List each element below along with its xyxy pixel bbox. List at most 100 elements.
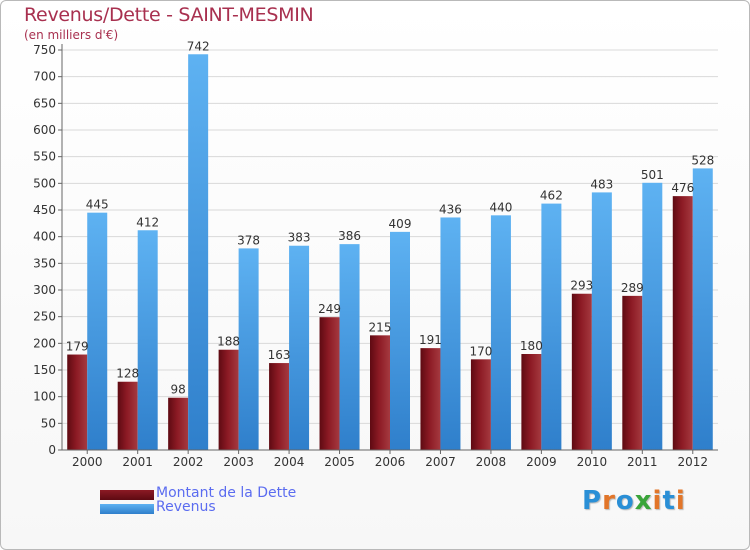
x-tick-label: 2009 xyxy=(526,455,557,469)
data-label-revenue: 445 xyxy=(86,198,109,212)
y-tick-label: 600 xyxy=(33,123,56,137)
bar-debt xyxy=(168,397,189,450)
data-label-debt: 289 xyxy=(621,281,644,295)
data-label-revenue: 412 xyxy=(136,215,159,229)
data-label-revenue: 528 xyxy=(691,153,714,167)
logo-letter: i xyxy=(675,486,686,516)
data-label-revenue: 383 xyxy=(288,231,311,245)
data-label-revenue: 378 xyxy=(237,233,260,247)
bar-revenue xyxy=(390,231,410,450)
logo-letter: P xyxy=(582,486,603,516)
y-tick-label: 200 xyxy=(33,336,56,350)
data-label-debt: 188 xyxy=(217,335,240,349)
y-tick-label: 750 xyxy=(33,43,56,57)
bar-revenue xyxy=(137,230,158,450)
data-label-revenue: 386 xyxy=(338,229,361,243)
x-tick-label: 2010 xyxy=(577,455,608,469)
x-tick-label: 2003 xyxy=(223,455,254,469)
x-tick-label: 2008 xyxy=(476,455,507,469)
bar-debt xyxy=(117,381,138,450)
bars xyxy=(67,54,713,451)
chart-title: Revenus/Dette - SAINT-MESMIN xyxy=(24,4,314,26)
data-label-revenue: 501 xyxy=(641,168,664,182)
bar-debt xyxy=(218,349,239,450)
data-label-debt: 215 xyxy=(369,320,392,334)
data-label-revenue: 409 xyxy=(389,217,412,231)
data-label-debt: 163 xyxy=(268,348,291,362)
logo-letter: t xyxy=(662,486,676,516)
y-tick-label: 250 xyxy=(33,310,56,324)
y-tick-label: 50 xyxy=(41,416,56,430)
data-label-debt: 293 xyxy=(570,279,593,293)
axes: 0 50 100 150 200 250 300 350 400 450 500 550 600 650 7… xyxy=(33,43,718,469)
logo-letter: r xyxy=(602,486,616,516)
x-tick-label: 2007 xyxy=(425,455,456,469)
x-tick-label: 2011 xyxy=(627,455,658,469)
data-label-revenue: 462 xyxy=(540,189,563,203)
data-label-debt: 249 xyxy=(318,302,341,316)
data-label-debt: 476 xyxy=(671,181,694,195)
bar-debt xyxy=(269,363,290,450)
bar-revenue xyxy=(339,244,360,450)
data-label-debt: 128 xyxy=(116,367,139,381)
chart-subtitle: (en milliers d'€) xyxy=(24,28,119,42)
x-tick-label: 2012 xyxy=(677,455,708,469)
data-label-debt: 179 xyxy=(66,340,89,354)
bar-revenue xyxy=(591,192,612,450)
x-tick-label: 2005 xyxy=(324,455,355,469)
bar-revenue xyxy=(289,245,310,450)
data-label-debt: 98 xyxy=(171,383,186,397)
bar-revenue xyxy=(87,212,108,450)
data-label-debt: 170 xyxy=(469,344,492,358)
y-tick-label: 0 xyxy=(48,443,56,457)
bar-debt xyxy=(571,293,592,450)
data-label-debt: 191 xyxy=(419,333,442,347)
legend-label-debt: Montant de la Dette xyxy=(156,485,297,501)
legend-swatch-revenue xyxy=(100,504,154,514)
y-tick-label: 650 xyxy=(33,96,56,110)
bar-debt xyxy=(622,295,643,450)
data-labels: 179 445 128 412 98 742 188 378 163 383 249 386 215 40… xyxy=(66,39,714,396)
y-tick-label: 500 xyxy=(33,176,56,190)
logo-letter: x xyxy=(634,486,653,516)
y-tick-label: 350 xyxy=(33,256,56,270)
bar-revenue xyxy=(238,248,259,450)
x-tick-label: 2006 xyxy=(375,455,406,469)
bar-revenue xyxy=(490,215,511,450)
bar-revenue xyxy=(692,168,713,450)
bar-revenue xyxy=(188,54,209,451)
bar-debt xyxy=(67,354,88,450)
proxiti-logo: Proxiti xyxy=(582,486,686,516)
logo-letter: o xyxy=(615,486,635,516)
data-label-revenue: 436 xyxy=(439,202,462,216)
bar-debt xyxy=(672,196,693,450)
x-tick-label: 2002 xyxy=(173,455,204,469)
x-tick-label: 2001 xyxy=(122,455,153,469)
bar-debt xyxy=(370,335,390,450)
data-label-debt: 180 xyxy=(520,339,543,353)
data-label-revenue: 483 xyxy=(590,177,613,191)
y-tick-label: 400 xyxy=(33,230,56,244)
y-tick-label: 550 xyxy=(33,150,56,164)
legend-label-revenue: Revenus xyxy=(156,499,216,515)
x-tick-label: 2004 xyxy=(274,455,305,469)
data-label-revenue: 440 xyxy=(489,200,512,214)
y-tick-label: 100 xyxy=(33,390,56,404)
bar-debt xyxy=(521,354,542,450)
bar-revenue xyxy=(440,217,461,450)
bar-revenue xyxy=(642,182,663,451)
y-tick-label: 450 xyxy=(33,203,56,217)
legend-swatch-debt xyxy=(100,490,154,500)
bar-debt xyxy=(470,359,491,450)
y-tick-label: 150 xyxy=(33,363,56,377)
bar-revenue xyxy=(541,203,562,450)
bar-debt xyxy=(420,348,441,450)
x-tick-label: 2000 xyxy=(72,455,103,469)
y-tick-label: 700 xyxy=(33,70,56,84)
logo-letter: i xyxy=(652,486,663,516)
y-tick-label: 300 xyxy=(33,283,56,297)
bar-debt xyxy=(319,317,340,450)
data-label-revenue: 742 xyxy=(187,39,210,53)
